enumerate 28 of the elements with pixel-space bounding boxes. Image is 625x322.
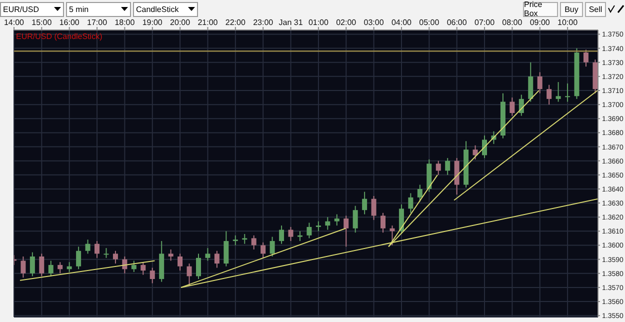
x-tick-label: 08:00: [502, 18, 523, 27]
text: Buy: [564, 4, 578, 14]
text: Sell: [588, 4, 602, 14]
x-tick-label: 21:00: [198, 18, 218, 27]
x-tick-label: 03:00: [364, 18, 384, 27]
x-tick-label: 15:00: [32, 18, 52, 27]
text: EUR/USD: [3, 4, 40, 14]
x-tick-label: 04:00: [391, 18, 412, 27]
chart-title: EUR/USD (CandleStick): [16, 32, 102, 41]
x-tick-label: 06:00: [446, 18, 468, 27]
text: 5 min: [69, 4, 89, 14]
x-tick-label: 22:00: [225, 18, 246, 27]
x-tick-label: 17:00: [87, 18, 108, 27]
x-tick-label: 14:00: [4, 18, 25, 27]
x-tick-label: 18:00: [114, 18, 136, 27]
x-tick-label: 05:00: [419, 18, 440, 27]
x-tick-label: Jan 31: [278, 18, 304, 27]
x-tick-label: 23:00: [253, 18, 274, 27]
x-tick-label: 20:00: [170, 18, 191, 27]
x-tick-label: 16:00: [59, 18, 80, 27]
x-tick-label: 01:00: [308, 18, 330, 27]
x-tick-label: 02:00: [336, 18, 357, 27]
x-tick-label: 19:00: [142, 18, 163, 27]
text: Price Box: [524, 0, 557, 18]
x-tick-label: 10:00: [558, 18, 578, 27]
text: CandleStick: [136, 4, 179, 14]
x-tick-label: 09:00: [530, 18, 550, 27]
x-tick-label: 07:00: [474, 18, 496, 27]
